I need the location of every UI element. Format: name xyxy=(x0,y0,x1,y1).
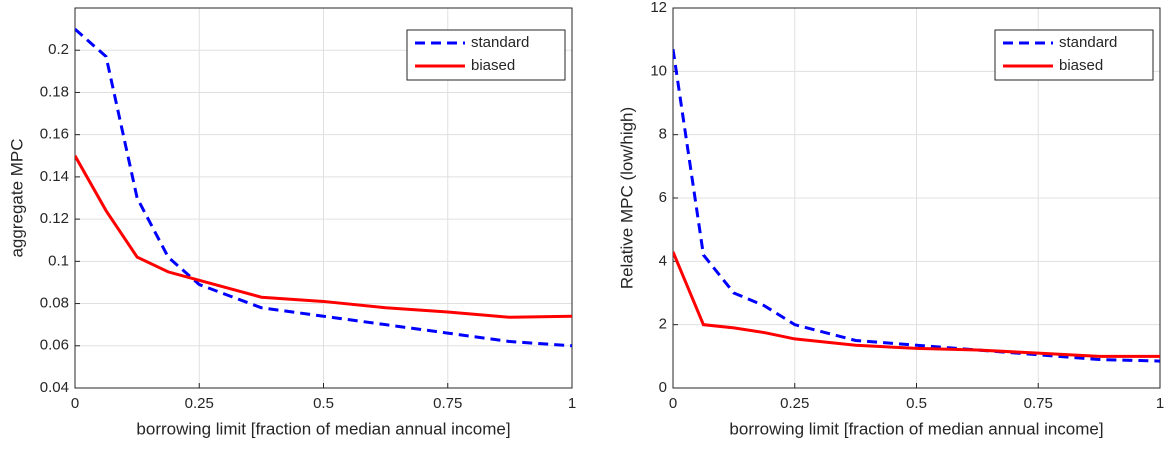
x-tick-label: 0.75 xyxy=(1024,395,1053,412)
series-line xyxy=(673,48,1160,363)
y-tick-label: 0.04 xyxy=(40,379,69,396)
y-tick-label: 0 xyxy=(659,379,667,396)
x-tick-label: 0.5 xyxy=(906,395,927,412)
legend-box xyxy=(994,29,1154,81)
y-tick-label: 6 xyxy=(659,189,667,206)
legend-label: biased xyxy=(1059,57,1103,74)
y-tick-label: 4 xyxy=(659,252,667,269)
x-tick-label: 0 xyxy=(669,395,677,412)
y-tick-label: 0.14 xyxy=(40,168,69,185)
y-axis-label: Relative MPC (low/high) xyxy=(617,107,636,289)
plot-area xyxy=(75,27,572,348)
y-tick-label: 0.12 xyxy=(40,210,69,227)
plot-area xyxy=(673,48,1160,363)
axes-box xyxy=(74,7,573,389)
y-tick-label: 0.1 xyxy=(48,252,69,269)
legend-label: standard xyxy=(1059,34,1117,51)
legend-label: biased xyxy=(471,57,515,74)
y-tick-label: 0.16 xyxy=(40,126,69,143)
x-tick-label: 0.25 xyxy=(185,395,214,412)
y-tick-label: 8 xyxy=(659,126,667,143)
series-line xyxy=(75,27,572,348)
series-line xyxy=(75,155,572,319)
legend-label: standard xyxy=(471,34,529,51)
y-tick-label: 0.18 xyxy=(40,83,69,100)
y-tick-label: 0.08 xyxy=(40,295,69,312)
x-tick-label: 0 xyxy=(71,395,79,412)
x-tick-label: 1 xyxy=(1156,395,1164,412)
y-tick-label: 0.2 xyxy=(48,41,69,58)
x-tick-label: 0.75 xyxy=(433,395,462,412)
x-axis-label: borrowing limit [fraction of median annu… xyxy=(136,419,510,438)
y-tick-label: 12 xyxy=(650,0,667,16)
y-axis-label: aggregate MPC xyxy=(7,138,26,257)
x-axis-label: borrowing limit [fraction of median annu… xyxy=(729,419,1103,438)
y-tick-label: 10 xyxy=(650,62,667,79)
legend-box xyxy=(406,29,566,81)
y-tick-label: 2 xyxy=(659,316,667,333)
x-tick-label: 0.25 xyxy=(780,395,809,412)
series-line xyxy=(673,251,1160,358)
x-tick-label: 0.5 xyxy=(313,395,334,412)
axes-box xyxy=(672,7,1161,389)
x-tick-label: 1 xyxy=(568,395,576,412)
y-tick-label: 0.06 xyxy=(40,337,69,354)
